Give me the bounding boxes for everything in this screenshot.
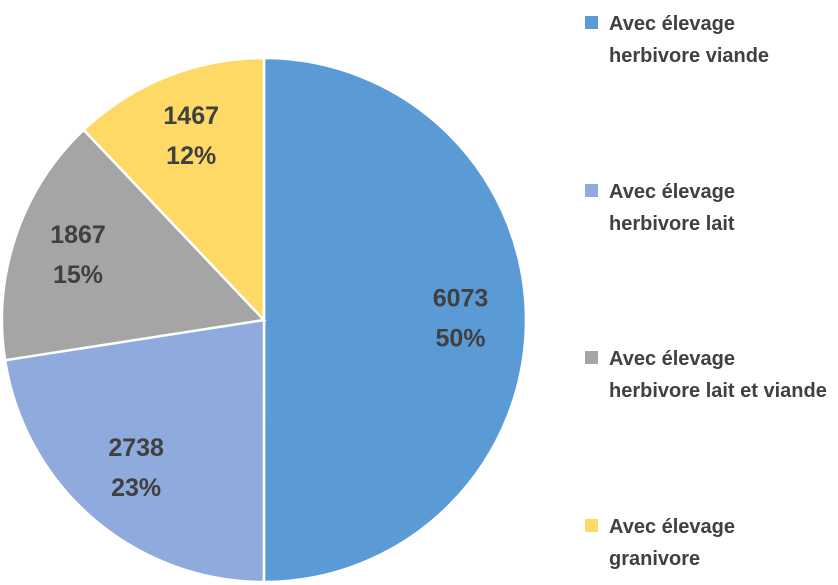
- data-label-percent: 12%: [166, 142, 216, 170]
- legend-label: Avec élevage herbivore lait et viande: [609, 348, 827, 402]
- pie-slice: [262, 56, 528, 584]
- legend-swatch: [585, 518, 598, 532]
- data-label-value: 6073: [433, 285, 489, 313]
- legend-swatch: [585, 351, 598, 364]
- data-label-value: 2738: [108, 434, 164, 462]
- pie-slice: [81, 56, 266, 324]
- pie-slice: [0, 128, 267, 362]
- data-label-percent: 50%: [435, 325, 485, 353]
- legend-swatch: [585, 16, 598, 29]
- pie-slice: [3, 318, 266, 584]
- data-label-percent: 15%: [53, 261, 103, 289]
- legend-label: Avec élevage granivore: [609, 515, 736, 570]
- data-label-value: 1867: [50, 221, 106, 249]
- legend-swatch: [585, 183, 598, 197]
- legend-label: Avec élevage herbivore lait: [609, 180, 736, 235]
- data-label-percent: 23%: [111, 474, 161, 502]
- data-label-value: 1467: [163, 102, 219, 130]
- legend-label: Avec élevage herbivore viande: [609, 13, 770, 67]
